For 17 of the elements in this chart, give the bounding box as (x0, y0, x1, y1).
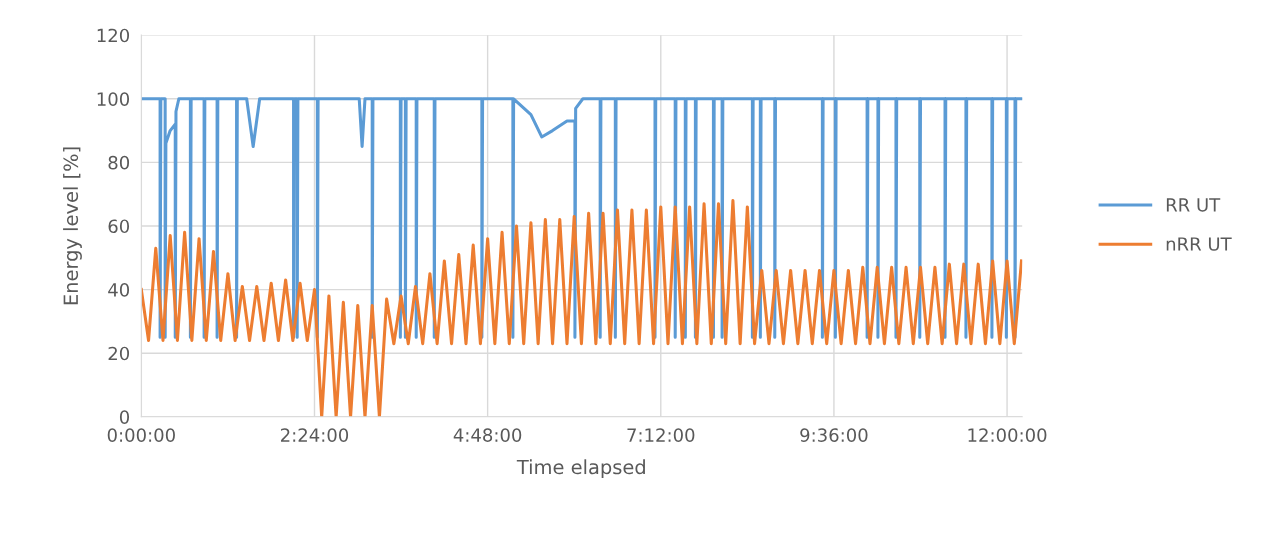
x-tick-label: 12:00:00 (968, 428, 1047, 442)
x-axis-title: Time elapsed (516, 459, 645, 479)
y-axis-title: Energy level [%] (63, 147, 82, 305)
x-tick-label: 7:12:00 (627, 428, 695, 442)
x-tick-label: 4:48:00 (453, 428, 522, 442)
y-tick-label: 120 (97, 28, 130, 43)
y-tick-label: 80 (108, 155, 130, 170)
x-tick-label: 9:36:00 (800, 428, 868, 442)
x-tick-label: 0:00:00 (107, 428, 175, 442)
y-tick-label: 0 (119, 410, 130, 424)
y-tick-label: 20 (108, 346, 130, 361)
y-tick-label: 100 (97, 92, 130, 106)
legend-label: RR UT (1166, 198, 1221, 212)
y-tick-label: 60 (108, 219, 130, 234)
legend-label: nRR UT (1166, 237, 1232, 251)
y-tick-label: 40 (108, 283, 130, 297)
x-tick-label: 2:24:00 (281, 428, 349, 442)
